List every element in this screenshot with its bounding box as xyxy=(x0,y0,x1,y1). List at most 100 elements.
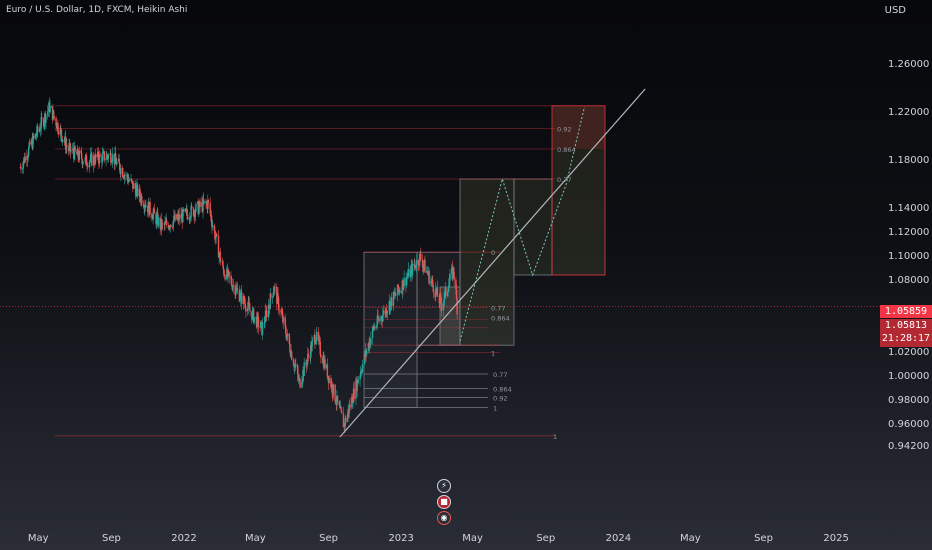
candle-body xyxy=(274,286,276,288)
candle-body xyxy=(77,148,79,158)
candle-body xyxy=(161,223,164,225)
fib-box[interactable] xyxy=(439,286,461,346)
candle-body xyxy=(409,268,412,278)
candle-body xyxy=(395,295,397,296)
candle-body xyxy=(265,310,267,312)
candle-body xyxy=(455,289,458,300)
x-tick-label: Sep xyxy=(319,533,339,544)
fib-level-label: 0.77 xyxy=(557,176,571,184)
candle-body xyxy=(360,371,363,373)
earth-icon[interactable]: ◉ xyxy=(437,511,451,525)
flag-icon[interactable]: ■ xyxy=(437,495,451,509)
candle-body xyxy=(80,153,83,160)
candle-body xyxy=(82,162,84,165)
candle-body xyxy=(432,279,434,286)
candle-body xyxy=(430,281,432,284)
candle-body xyxy=(230,279,233,285)
candle-body xyxy=(223,269,225,275)
candle-body xyxy=(402,280,404,290)
x-tick-label: Sep xyxy=(101,533,121,544)
candle-body xyxy=(176,216,179,220)
candle-body xyxy=(152,213,154,220)
candle-body xyxy=(176,214,178,220)
candle-body xyxy=(357,379,360,383)
candle-body xyxy=(119,163,121,171)
candle-body xyxy=(89,160,91,163)
fib-box[interactable] xyxy=(513,178,553,276)
candle-body xyxy=(34,134,36,139)
bar-close-value: 1.05813 xyxy=(884,320,928,331)
candle-body xyxy=(241,291,243,304)
candle-body xyxy=(98,154,101,164)
currency-label[interactable]: USD xyxy=(884,5,906,16)
y-tick-label: 0.98000 xyxy=(888,395,930,406)
candle-body xyxy=(40,117,42,129)
candle-body xyxy=(151,213,153,219)
candle-body xyxy=(251,310,254,320)
candle-body xyxy=(202,199,204,212)
candle-body xyxy=(203,201,205,203)
candle-body xyxy=(426,271,429,274)
candle-body xyxy=(190,205,192,218)
projection-path[interactable] xyxy=(459,106,585,342)
candle-body xyxy=(390,297,393,307)
candle-body xyxy=(220,261,222,263)
candle-body xyxy=(103,151,105,161)
candle-body xyxy=(74,146,76,152)
chart-title: Euro / U.S. Dollar, 1D, FXCM, Heikin Ash… xyxy=(6,5,188,15)
fib-level-label: 0.77 xyxy=(493,371,507,379)
candle-body xyxy=(266,310,268,318)
candle-body xyxy=(32,135,35,139)
candle-body xyxy=(144,206,146,209)
candle-body xyxy=(428,270,430,284)
candle-body xyxy=(123,174,126,179)
candle-body xyxy=(307,354,310,357)
candle-body xyxy=(186,209,188,215)
countdown-timer: 21:28:17 xyxy=(881,333,931,344)
candle-body xyxy=(273,289,275,293)
trendline[interactable] xyxy=(339,88,646,438)
candle-body xyxy=(280,311,283,314)
candle-body xyxy=(51,106,53,108)
candle-body xyxy=(452,267,455,272)
x-tick-label: Sep xyxy=(754,533,773,544)
candle-body xyxy=(164,221,166,225)
candle-body xyxy=(361,364,364,372)
candle-body xyxy=(298,377,301,380)
candle-body xyxy=(334,384,336,402)
candle-body xyxy=(149,202,151,214)
fib-level-label: 0.77 xyxy=(491,304,505,312)
fib-box[interactable] xyxy=(459,178,515,346)
candle-body xyxy=(216,233,218,236)
candle-body xyxy=(317,331,320,341)
candle-body xyxy=(43,122,45,127)
candle-body xyxy=(315,340,317,342)
candle-body xyxy=(145,205,147,208)
y-tick-label: 1.14000 xyxy=(888,203,930,214)
candle-body xyxy=(82,161,85,163)
candle-body xyxy=(207,199,209,209)
candle-body xyxy=(227,270,229,277)
candle-body xyxy=(191,205,193,208)
candle-body xyxy=(365,350,368,355)
candle-body xyxy=(247,301,249,308)
candle-body xyxy=(296,364,299,375)
candle-body xyxy=(157,217,160,226)
candle-body xyxy=(134,183,136,189)
candle-body xyxy=(363,353,365,365)
candle-body xyxy=(277,293,279,298)
candle-body xyxy=(32,135,34,149)
x-tick-label: May xyxy=(680,533,701,544)
candle-body xyxy=(28,147,30,156)
lightning-icon[interactable]: ⚡ xyxy=(437,479,451,493)
candle-body xyxy=(207,199,210,203)
bar-close-tag: 1.05813 21:28:17 xyxy=(880,319,932,347)
candle-body xyxy=(432,285,435,293)
candle-body xyxy=(370,337,372,344)
last-price-tag: 1.05859 xyxy=(880,305,932,318)
candle-body xyxy=(331,383,333,394)
candle-body xyxy=(417,260,420,265)
candle-body xyxy=(243,296,245,303)
candle-body xyxy=(422,265,424,268)
